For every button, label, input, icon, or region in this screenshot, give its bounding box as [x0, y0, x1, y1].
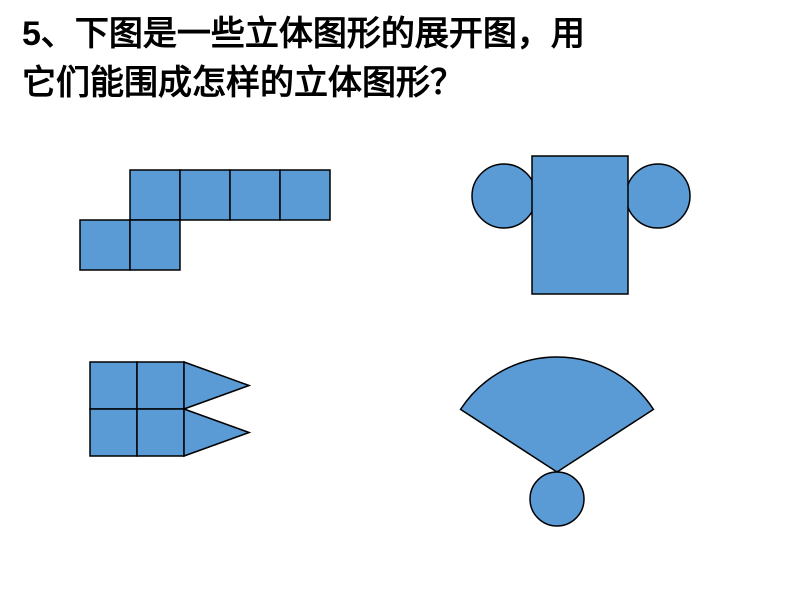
cylinder-net-diagram: [470, 154, 694, 296]
cube-net-diagram: [78, 168, 332, 272]
cone-net-diagram: [440, 350, 674, 533]
question-line1: 下图是一些立体图形的展开图，用: [75, 15, 585, 53]
question-separator: 、: [41, 15, 75, 53]
question-number: 5: [22, 15, 41, 53]
question-line2: 它们能围成怎样的立体图形？: [22, 64, 464, 102]
question-text: 5、下图是一些立体图形的展开图，用 它们能围成怎样的立体图形？: [22, 10, 585, 109]
prism-net-diagram: [88, 360, 251, 458]
